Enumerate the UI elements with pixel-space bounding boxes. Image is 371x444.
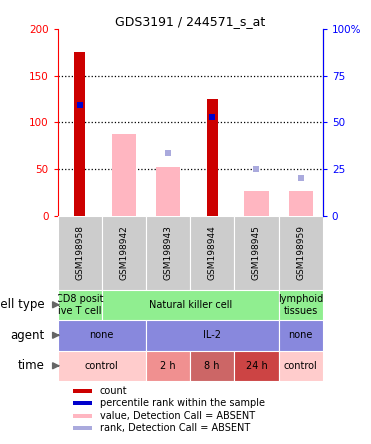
Bar (58, 350, 146, 381)
Text: value, Detection Call = ABSENT: value, Detection Call = ABSENT (100, 411, 255, 420)
Bar (279, 216, 323, 289)
Bar (279, 289, 323, 320)
Bar (73, 389, 92, 392)
Bar (190, 216, 234, 289)
Text: lymphoid
tissues: lymphoid tissues (278, 294, 323, 316)
Text: GSM198959: GSM198959 (296, 225, 305, 280)
Text: Natural killer cell: Natural killer cell (148, 300, 232, 310)
Bar (112, 134, 136, 216)
Bar (279, 350, 323, 381)
Text: GSM198958: GSM198958 (75, 225, 84, 280)
Text: GSM198942: GSM198942 (119, 225, 128, 280)
Text: control: control (85, 361, 119, 371)
Text: rank, Detection Call = ABSENT: rank, Detection Call = ABSENT (100, 423, 250, 433)
Bar (58, 216, 102, 289)
Text: percentile rank within the sample: percentile rank within the sample (100, 398, 265, 408)
Text: none: none (89, 330, 114, 340)
Bar (102, 216, 146, 289)
Bar (234, 350, 279, 381)
Text: none: none (289, 330, 313, 340)
Bar (102, 289, 279, 320)
Bar (207, 99, 218, 216)
Bar (146, 350, 190, 381)
Bar (73, 414, 92, 417)
Text: IL-2: IL-2 (203, 330, 221, 340)
Bar (244, 190, 269, 216)
Bar (73, 401, 92, 405)
Text: GSM198945: GSM198945 (252, 225, 261, 280)
Text: 8 h: 8 h (204, 361, 220, 371)
Bar (58, 320, 146, 350)
Bar (73, 426, 92, 430)
Bar (234, 216, 279, 289)
Text: 24 h: 24 h (246, 361, 267, 371)
Bar (74, 52, 85, 216)
Text: GSM198943: GSM198943 (164, 225, 173, 280)
Text: count: count (100, 386, 128, 396)
Text: GSM198944: GSM198944 (208, 225, 217, 280)
Text: control: control (284, 361, 318, 371)
Bar (289, 190, 313, 216)
Text: 2 h: 2 h (160, 361, 176, 371)
Text: agent: agent (10, 329, 44, 342)
Text: CD8 posit
ive T cell: CD8 posit ive T cell (56, 294, 104, 316)
Bar (156, 167, 180, 216)
Bar (190, 350, 234, 381)
Bar (146, 320, 279, 350)
Text: cell type: cell type (0, 298, 44, 311)
Bar (146, 216, 190, 289)
Title: GDS3191 / 244571_s_at: GDS3191 / 244571_s_at (115, 15, 265, 28)
Bar (58, 289, 102, 320)
Bar (279, 320, 323, 350)
Text: time: time (17, 359, 44, 372)
